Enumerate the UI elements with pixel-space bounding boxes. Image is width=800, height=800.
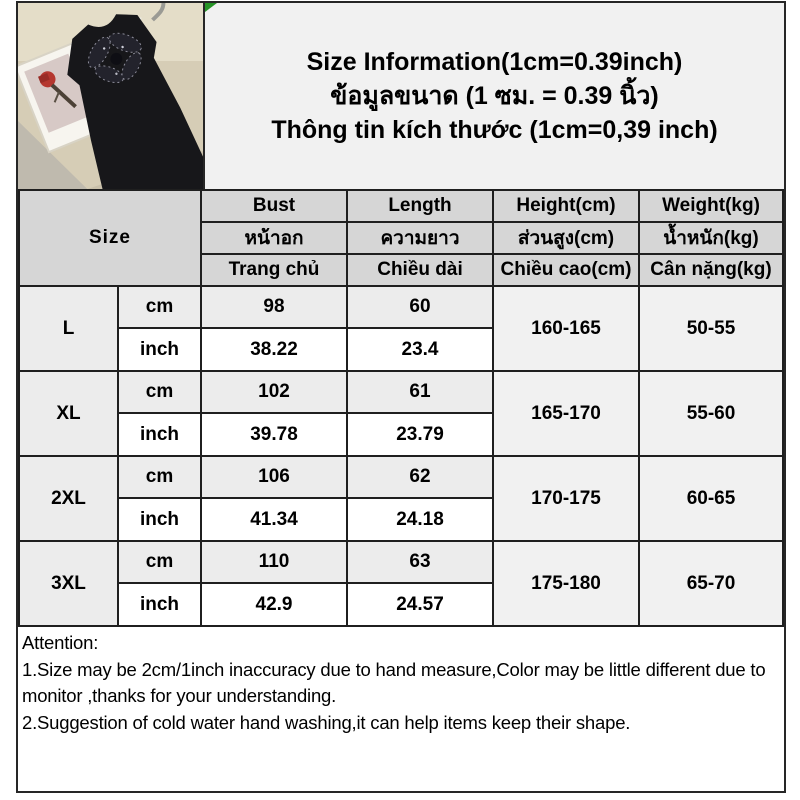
cell-length-inch: 23.79 bbox=[346, 412, 494, 457]
cell-bust-cm: 106 bbox=[200, 455, 348, 499]
cell-length-inch: 24.18 bbox=[346, 497, 494, 542]
cell-weight-range: 60-65 bbox=[638, 455, 784, 542]
col-header-height-vi: Chiều cao(cm) bbox=[492, 253, 640, 287]
header-row-th: หน้าอก ความยาว ส่วนสูง(cm) น้ำหนัก(kg) bbox=[19, 221, 784, 255]
unit-inch-label: inch bbox=[117, 582, 202, 627]
size-label-2xl: 2XL bbox=[18, 455, 119, 542]
top-section: Size Information(1cm=0.39inch) ข้อมูลขนา… bbox=[18, 3, 784, 189]
col-header-length-en: Length bbox=[346, 189, 494, 223]
cell-height-range: 175-180 bbox=[492, 540, 640, 627]
size-label-l: L bbox=[18, 285, 119, 372]
row-3xl-cm: 3XL cm 110 63 175-180 65-70 bbox=[18, 540, 784, 627]
cell-height-range: 170-175 bbox=[492, 455, 640, 542]
cell-length-cm: 60 bbox=[346, 285, 494, 329]
cell-bust-cm: 110 bbox=[200, 540, 348, 584]
row-2xl-inch: inch 41.34 24.18 bbox=[19, 497, 783, 542]
unit-cm-label: cm bbox=[117, 370, 202, 414]
product-photo bbox=[18, 3, 205, 189]
attention-section: Attention: 1.Size may be 2cm/1inch inacc… bbox=[18, 627, 784, 736]
cell-weight-range: 65-70 bbox=[638, 540, 784, 627]
row-l-inch: inch 38.22 23.4 bbox=[19, 327, 783, 372]
row-3xl-inch: inch 42.9 24.57 bbox=[19, 582, 783, 627]
col-header-bust-th: หน้าอก bbox=[200, 221, 348, 255]
cell-weight-range: 50-55 bbox=[638, 285, 784, 372]
col-header-weight-vi: Cân nặng(kg) bbox=[638, 253, 784, 287]
green-corner-flag-icon bbox=[205, 3, 217, 12]
unit-cm-label: cm bbox=[117, 285, 202, 329]
unit-inch-label: inch bbox=[117, 327, 202, 372]
cell-length-cm: 62 bbox=[346, 455, 494, 499]
attention-note-1: 1.Size may be 2cm/1inch inaccuracy due t… bbox=[22, 658, 766, 707]
header-row-vi: Trang chủ Chiều dài Chiều cao(cm) Cân nặ… bbox=[19, 253, 784, 287]
col-header-bust-vi: Trang chủ bbox=[200, 253, 348, 287]
cell-bust-inch: 42.9 bbox=[200, 582, 348, 627]
col-header-length-th: ความยาว bbox=[346, 221, 494, 255]
row-xl-inch: inch 39.78 23.79 bbox=[19, 412, 783, 457]
cell-length-inch: 23.4 bbox=[346, 327, 494, 372]
unit-inch-label: inch bbox=[117, 497, 202, 542]
cell-bust-cm: 102 bbox=[200, 370, 348, 414]
cell-length-inch: 24.57 bbox=[346, 582, 494, 627]
cell-length-cm: 61 bbox=[346, 370, 494, 414]
col-header-weight-en: Weight(kg) bbox=[638, 189, 784, 223]
unit-cm-label: cm bbox=[117, 540, 202, 584]
hanger-icon bbox=[151, 3, 166, 22]
cell-bust-cm: 98 bbox=[200, 285, 348, 329]
bow bbox=[87, 32, 142, 84]
header-row-en: Size Bust Length Height(cm) Weight(kg) bbox=[18, 189, 784, 287]
row-l-cm: L cm 98 60 160-165 50-55 bbox=[18, 285, 784, 372]
title-thai: ข้อมูลขนาด (1 ซม. = 0.39 นิ้ว) bbox=[330, 82, 659, 110]
attention-heading: Attention: bbox=[22, 632, 99, 653]
unit-inch-label: inch bbox=[117, 412, 202, 457]
title-vietnamese: Thông tin kích thước (1cm=0,39 inch) bbox=[271, 116, 718, 144]
cell-bust-inch: 41.34 bbox=[200, 497, 348, 542]
col-header-height-en: Height(cm) bbox=[492, 189, 640, 223]
attention-note-2: 2.Suggestion of cold water hand washing,… bbox=[22, 711, 631, 733]
cell-bust-inch: 38.22 bbox=[200, 327, 348, 372]
size-label-xl: XL bbox=[18, 370, 119, 457]
cell-height-range: 165-170 bbox=[492, 370, 640, 457]
col-header-weight-th: น้ำหนัก(kg) bbox=[638, 221, 784, 255]
unit-cm-label: cm bbox=[117, 455, 202, 499]
size-label-3xl: 3XL bbox=[18, 540, 119, 627]
size-table: Size Bust Length Height(cm) Weight(kg) ห… bbox=[18, 189, 784, 627]
row-xl-cm: XL cm 102 61 165-170 55-60 bbox=[18, 370, 784, 457]
size-corner-cell: Size bbox=[18, 189, 202, 287]
cell-weight-range: 55-60 bbox=[638, 370, 784, 457]
col-header-length-vi: Chiều dài bbox=[346, 253, 494, 287]
row-2xl-cm: 2XL cm 106 62 170-175 60-65 bbox=[18, 455, 784, 542]
col-header-height-th: ส่วนสูง(cm) bbox=[492, 221, 640, 255]
garment bbox=[67, 14, 203, 189]
product-photo-illustration bbox=[18, 3, 203, 189]
size-info-title-block: Size Information(1cm=0.39inch) ข้อมูลขนา… bbox=[205, 3, 784, 189]
cell-bust-inch: 39.78 bbox=[200, 412, 348, 457]
cell-height-range: 160-165 bbox=[492, 285, 640, 372]
col-header-bust-en: Bust bbox=[200, 189, 348, 223]
size-chart-sheet: Size Information(1cm=0.39inch) ข้อมูลขนา… bbox=[16, 1, 786, 793]
cell-length-cm: 63 bbox=[346, 540, 494, 584]
title-english: Size Information(1cm=0.39inch) bbox=[306, 48, 683, 76]
